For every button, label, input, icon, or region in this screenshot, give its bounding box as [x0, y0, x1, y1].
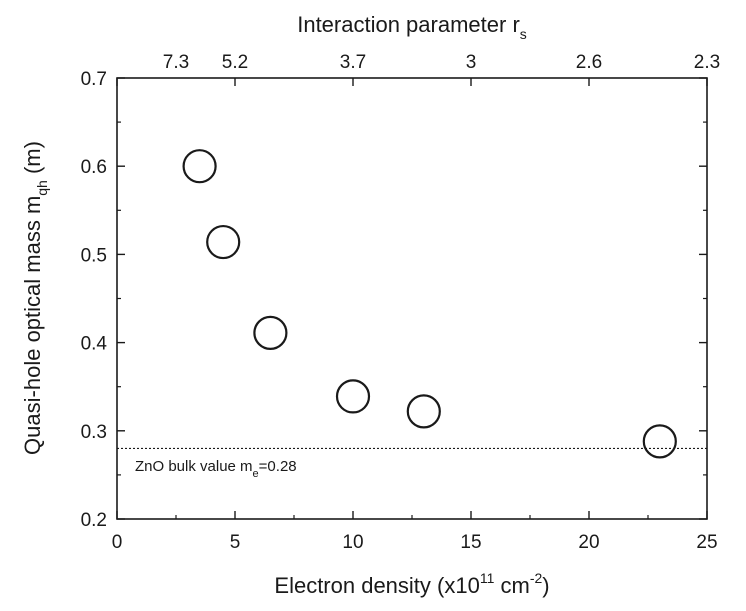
data-point [642, 424, 677, 459]
points-layer [182, 149, 677, 459]
x-axis-title: Electron density (x1011 cm-2) [274, 570, 549, 598]
top-tick-label: 2.3 [694, 52, 720, 73]
x-tick-label: 15 [460, 532, 481, 553]
y-axis-title: Quasi-hole optical mass mqh (m) [20, 141, 50, 455]
top-tick-label: 3.7 [340, 52, 366, 73]
x-tick-label: 10 [342, 532, 363, 553]
top-tick-label: 2.6 [576, 52, 602, 73]
y-tick-label: 0.5 [81, 245, 107, 266]
data-point [335, 379, 371, 414]
data-point [253, 315, 288, 350]
x-tick-label: 0 [112, 532, 123, 553]
y-tick-label: 0.6 [81, 157, 107, 178]
top-tick-label: 7.3 [163, 52, 189, 73]
reference-line-label: ZnO bulk value me=0.28 [135, 458, 297, 480]
top-tick-label: 3 [466, 52, 477, 73]
y-tick-label: 0.4 [81, 334, 108, 355]
data-point [406, 394, 441, 429]
ticks-layer: 0 5 10 15 20 25 0.2 0.3 0.4 0.5 0.6 0.7 7.3 5.2 3.7 3 2.… [81, 52, 721, 553]
x-tick-label: 20 [578, 532, 599, 553]
y-tick-label: 0.7 [81, 69, 107, 90]
top-tick-label: 5.2 [222, 52, 248, 73]
data-point [206, 224, 241, 260]
top-axis-title: Interaction parameter rs [297, 12, 527, 42]
data-point [182, 149, 217, 184]
x-tick-label: 5 [230, 532, 241, 553]
x-tick-label: 25 [696, 532, 717, 553]
y-tick-label: 0.2 [81, 510, 107, 531]
plot-frame [116, 77, 708, 520]
y-tick-label: 0.3 [81, 422, 107, 443]
